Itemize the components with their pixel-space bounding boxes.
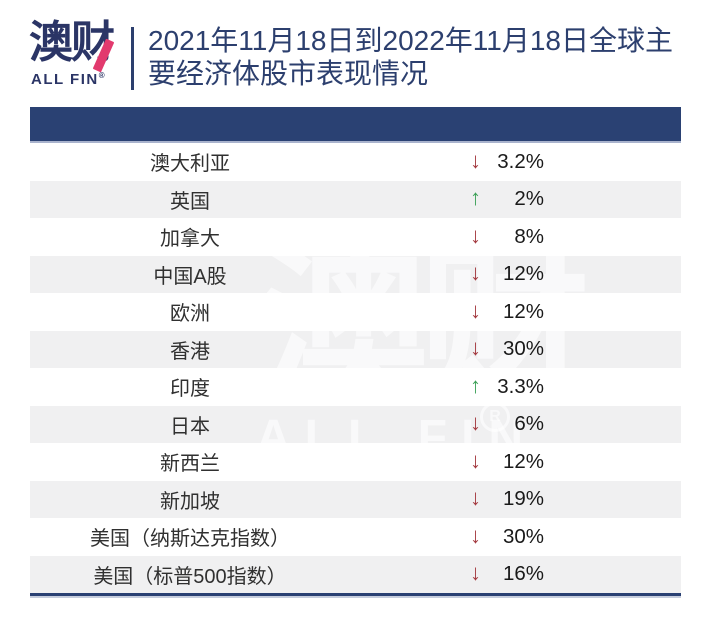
change-percent: 3.3% — [497, 374, 544, 398]
down-arrow-icon: ↓ — [470, 222, 481, 248]
table-row: 新加坡 ↓ 19% — [30, 480, 681, 518]
market-label: 中国A股 — [153, 265, 227, 288]
down-arrow-icon: ↓ — [470, 147, 481, 173]
down-arrow-icon: ↓ — [470, 260, 481, 286]
table-bottom-line — [30, 593, 681, 596]
change-percent: 2% — [514, 187, 544, 211]
registered-mark: ® — [98, 71, 105, 80]
market-performance-table: 澳大利亚 ↓ 3.2% 英国 ↑ 2% 加拿大 ↓ 8% 中国A股 ↓ 12% 欧洲 ↓ 12% 香港 ↓ 30%… — [30, 107, 681, 598]
change-percent: 30% — [502, 524, 544, 548]
change-value: ↓ 8% — [470, 222, 544, 249]
change-value: ↑ 3.3% — [470, 372, 544, 399]
table-row: 印度 ↑ 3.3% — [30, 368, 681, 406]
brand-logo-en: ALL FIN® — [31, 71, 105, 88]
change-value: ↓ 30% — [470, 337, 544, 361]
market-label: 欧洲 — [170, 303, 210, 326]
market-label: 澳大利亚 — [150, 153, 230, 176]
change-percent: 19% — [502, 487, 544, 511]
change-value: ↓ 12% — [470, 447, 544, 474]
change-value: ↓ 30% — [470, 522, 544, 549]
down-arrow-icon: ↓ — [470, 447, 481, 473]
change-value: ↑ 2% — [470, 187, 544, 211]
market-label: 美国（纳斯达克指数） — [90, 528, 290, 551]
change-value: ↓ 3.2% — [470, 147, 544, 174]
table-row: 澳大利亚 ↓ 3.2% — [30, 143, 681, 181]
table-row: 加拿大 ↓ 8% — [30, 218, 681, 256]
change-percent: 12% — [502, 299, 544, 323]
table-header-bar — [30, 107, 681, 143]
market-label: 新西兰 — [160, 453, 220, 476]
down-arrow-icon: ↓ — [470, 485, 481, 511]
down-arrow-icon: ↓ — [470, 522, 481, 548]
change-value: ↓ 6% — [470, 412, 544, 436]
change-value: ↓ 12% — [470, 262, 544, 286]
change-percent: 3.2% — [497, 149, 544, 173]
market-label: 新加坡 — [160, 490, 220, 513]
change-value: ↓ 19% — [470, 487, 544, 511]
brand-logo-en-text: ALL FIN — [31, 71, 99, 88]
table-row: 新西兰 ↓ 12% — [30, 443, 681, 481]
change-percent: 30% — [502, 337, 544, 361]
market-label: 加拿大 — [160, 228, 220, 251]
change-percent: 8% — [514, 224, 544, 248]
table-row: 中国A股 ↓ 12% — [30, 255, 681, 293]
header-divider — [131, 27, 134, 90]
change-percent: 16% — [502, 562, 544, 586]
table-body: 澳大利亚 ↓ 3.2% 英国 ↑ 2% 加拿大 ↓ 8% 中国A股 ↓ 12% 欧洲 ↓ 12% 香港 ↓ 30%… — [30, 143, 681, 593]
change-percent: 12% — [502, 449, 544, 473]
change-percent: 6% — [514, 412, 544, 436]
change-percent: 12% — [502, 262, 544, 286]
market-label: 香港 — [170, 340, 210, 363]
market-label: 印度 — [170, 378, 210, 401]
table-row: 美国（标普500指数） ↓ 16% — [30, 555, 681, 593]
down-arrow-icon: ↓ — [470, 560, 481, 586]
table-row: 欧洲 ↓ 12% — [30, 293, 681, 331]
up-arrow-icon: ↑ — [470, 372, 481, 398]
change-value: ↓ 12% — [470, 297, 544, 324]
market-label: 英国 — [170, 190, 210, 213]
market-label: 日本 — [170, 415, 210, 438]
market-label: 美国（标普500指数） — [93, 565, 287, 588]
page-title-line-2: 要经济体股市表现情况 — [148, 58, 429, 89]
page-title-line-1: 2021年11月18日到2022年11月18日全球主 — [148, 25, 674, 56]
change-value: ↓ 16% — [470, 562, 544, 586]
table-row: 日本 ↓ 6% — [30, 405, 681, 443]
table-row: 英国 ↑ 2% — [30, 180, 681, 218]
table-row: 美国（纳斯达克指数） ↓ 30% — [30, 518, 681, 556]
down-arrow-icon: ↓ — [470, 335, 481, 361]
page-title: 2021年11月18日到2022年11月18日全球主 要经济体股市表现情况 — [148, 24, 673, 90]
table-bottom-shadow — [30, 596, 681, 598]
up-arrow-icon: ↑ — [470, 185, 481, 211]
down-arrow-icon: ↓ — [470, 410, 481, 436]
table-row: 香港 ↓ 30% — [30, 330, 681, 368]
down-arrow-icon: ↓ — [470, 297, 481, 323]
